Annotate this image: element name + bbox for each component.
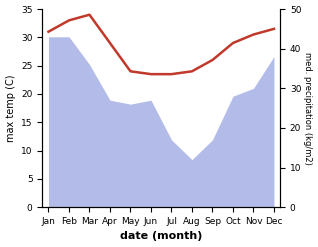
Y-axis label: max temp (C): max temp (C) <box>5 74 16 142</box>
Y-axis label: med. precipitation (kg/m2): med. precipitation (kg/m2) <box>303 52 313 165</box>
X-axis label: date (month): date (month) <box>120 231 203 242</box>
